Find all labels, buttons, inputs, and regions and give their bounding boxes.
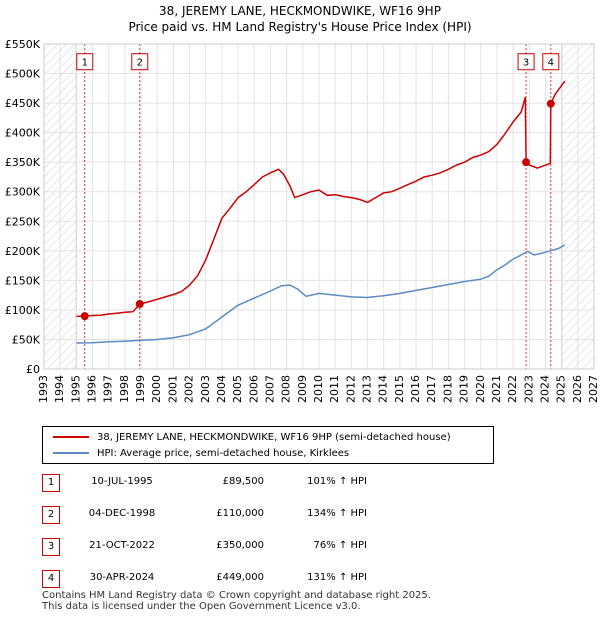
x-tick-label: 2017: [425, 375, 438, 403]
x-tick-label: 1995: [69, 375, 82, 403]
x-tick-label: 2021: [490, 375, 503, 403]
sale-price: £350,000: [216, 540, 264, 551]
sale-price: £110,000: [216, 508, 264, 519]
x-tick-label: 2004: [215, 375, 228, 403]
x-tick-label: 1999: [134, 375, 147, 403]
chart-title: 38, JEREMY LANE, HECKMONDWIKE, WF16 9HP: [159, 4, 441, 18]
sale-hpi-change: 101% ↑ HPI: [307, 476, 367, 487]
sale-marker-box: [542, 53, 560, 71]
legend-item-property: 38, JEREMY LANE, HECKMONDWIKE, WF16 9HP …: [53, 429, 451, 445]
y-tick-label: £400K: [5, 127, 41, 140]
sale-marker-box: [517, 53, 535, 71]
y-tick-label: £100K: [5, 304, 41, 317]
sale-point: [522, 158, 531, 167]
y-tick-label: £550K: [5, 38, 41, 51]
sale-date: 10-JUL-1995: [91, 476, 153, 487]
sale-marker-box: [76, 53, 94, 71]
x-tick-label: 2006: [247, 375, 260, 403]
sale-marker-label: 1: [82, 58, 88, 69]
sale-marker-label: 4: [548, 58, 554, 69]
y-tick-label: £450K: [5, 97, 41, 110]
x-tick-label: 2024: [538, 375, 551, 403]
x-tick-label: 2014: [377, 375, 390, 403]
legend-item-hpi: HPI: Average price, semi-detached house,…: [53, 445, 349, 461]
x-tick-label: 2000: [150, 375, 163, 403]
x-tick-label: 2007: [263, 375, 276, 403]
table-row: 4 30-APR-2024 £449,000 131% ↑ HPI: [42, 568, 462, 588]
x-tick-label: 2025: [555, 375, 568, 403]
chart-subtitle: Price paid vs. HM Land Registry's House …: [128, 20, 472, 34]
y-tick-label: £200K: [5, 245, 41, 258]
x-tick-label: 2010: [312, 375, 325, 403]
x-tick-label: 2002: [183, 375, 196, 403]
footer-copyright: Contains HM Land Registry data © Crown c…: [42, 590, 431, 601]
x-tick-label: 1993: [37, 375, 50, 403]
footer: Contains HM Land Registry data © Crown c…: [42, 590, 431, 612]
table-row: 3 21-OCT-2022 £350,000 76% ↑ HPI: [42, 536, 462, 556]
legend-swatch-property: [53, 436, 89, 438]
x-tick-label: 2019: [458, 375, 471, 403]
sale-number: 1: [42, 474, 60, 492]
sale-date: 21-OCT-2022: [89, 540, 155, 551]
x-tick-label: 1998: [118, 375, 131, 403]
y-tick-label: £350K: [5, 156, 41, 169]
sale-price: £89,500: [222, 476, 264, 487]
sale-number: 3: [42, 538, 60, 556]
legend-label-hpi: HPI: Average price, semi-detached house,…: [97, 447, 350, 459]
legend-label-property: 38, JEREMY LANE, HECKMONDWIKE, WF16 9HP …: [97, 431, 451, 443]
x-tick-label: 2026: [571, 375, 584, 403]
x-tick-label: 2013: [361, 375, 374, 403]
y-tick-label: £50K: [12, 333, 41, 346]
legend: 38, JEREMY LANE, HECKMONDWIKE, WF16 9HP …: [42, 426, 494, 464]
sale-marker-box: [131, 53, 149, 71]
sale-marker-label: 3: [523, 58, 529, 69]
x-tick-label: 2001: [166, 375, 179, 403]
x-tick-label: 1994: [53, 375, 66, 403]
y-tick-label: £300K: [5, 186, 41, 199]
sale-point: [80, 312, 89, 321]
chart-title-block: 38, JEREMY LANE, HECKMONDWIKE, WF16 9HP …: [0, 3, 600, 35]
x-tick-label: 2015: [393, 375, 406, 403]
y-tick-label: £500K: [5, 68, 41, 81]
x-tick-label: 2016: [409, 375, 422, 403]
property-series-line: [76, 80, 566, 318]
sale-point: [546, 99, 555, 108]
table-row: 1 10-JUL-1995 £89,500 101% ↑ HPI: [42, 472, 462, 492]
sale-marker-label: 2: [137, 58, 143, 69]
sale-date: 04-DEC-1998: [88, 508, 156, 519]
hpi-series-line: [76, 244, 566, 344]
x-tick-label: 2023: [522, 375, 535, 403]
y-tick-label: £150K: [5, 274, 41, 287]
x-tick-label: 2012: [344, 375, 357, 403]
x-tick-label: 2008: [280, 375, 293, 403]
x-tick-label: 2027: [587, 375, 600, 403]
plot-frame: [43, 43, 595, 370]
x-tick-label: 2011: [328, 375, 341, 403]
sale-number: 2: [42, 506, 60, 524]
y-tick-label: £250K: [5, 215, 41, 228]
table-row: 2 04-DEC-1998 £110,000 134% ↑ HPI: [42, 504, 462, 524]
x-tick-label: 2005: [231, 375, 244, 403]
x-tick-label: 2009: [296, 375, 309, 403]
sale-hpi-change: 134% ↑ HPI: [307, 508, 367, 519]
x-tick-label: 2020: [474, 375, 487, 403]
x-tick-label: 2003: [199, 375, 212, 403]
sale-hpi-change: 76% ↑ HPI: [313, 540, 367, 551]
x-tick-label: 2018: [441, 375, 454, 403]
x-tick-label: 1996: [86, 375, 99, 403]
sale-point: [135, 300, 144, 308]
price-chart: 1 2 3 4 £0 £50K £100K £150K £200K £250K £300K £350…: [5, 38, 600, 403]
footer-license: This data is licensed under the Open Gov…: [42, 601, 361, 612]
x-tick-label: 2022: [506, 375, 519, 403]
legend-swatch-hpi: [53, 452, 89, 454]
sale-price: £449,000: [216, 572, 264, 583]
sale-number: 4: [42, 570, 60, 588]
x-tick-label: 1997: [102, 375, 115, 403]
sale-date: 30-APR-2024: [89, 572, 155, 583]
sale-hpi-change: 131% ↑ HPI: [307, 572, 367, 583]
y-tick-label: £0: [26, 363, 40, 376]
